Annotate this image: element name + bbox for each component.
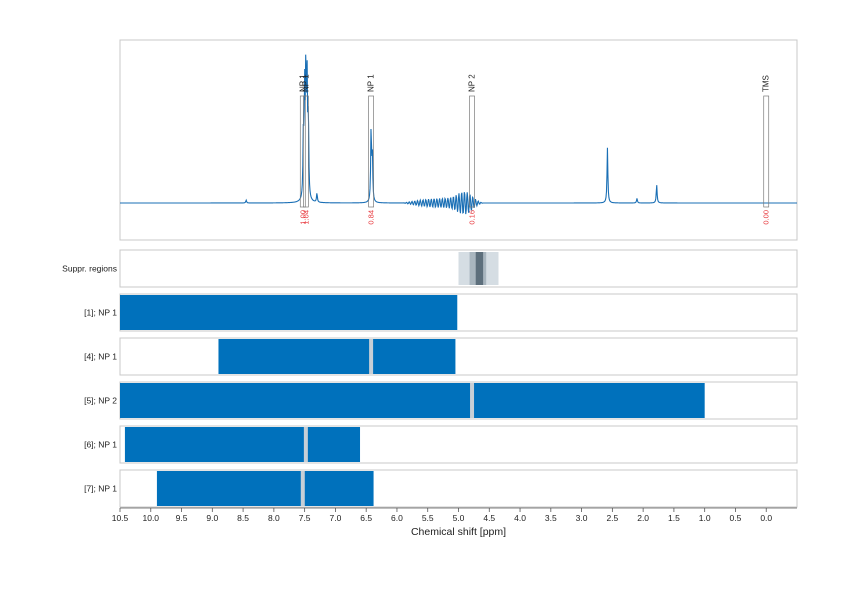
- x-tick-label: 3.0: [576, 513, 588, 523]
- integral-value: 1.00: [298, 210, 307, 225]
- x-axis: 10.5 10.0 9.5 9.0 8.5 8.0 7.5 7.0 6.5 6.0 5.5 5.0 4.…: [112, 507, 797, 538]
- x-tick-label: 10.0: [142, 513, 159, 523]
- x-tick-label: 2.5: [606, 513, 618, 523]
- annotation-label: TMS: [762, 75, 771, 92]
- x-tick-label: 2.0: [637, 513, 649, 523]
- track-label: [1]; NP 1: [84, 308, 117, 318]
- annotation-box: [763, 95, 770, 208]
- x-tick-label: 6.0: [391, 513, 403, 523]
- track-bar: [218, 339, 456, 374]
- peak-annotation: NP 1 1.00: [298, 74, 307, 225]
- x-tick-label: 3.5: [545, 513, 557, 523]
- x-tick-label: 10.5: [112, 513, 129, 523]
- peak-annotation: NP 1 1.04: [301, 74, 310, 225]
- x-tick-label: 4.5: [483, 513, 495, 523]
- spectrum-line: [120, 54, 797, 215]
- shift-marker: [369, 339, 374, 374]
- x-axis-label: Chemical shift [ppm]: [411, 526, 506, 538]
- track-bar: [156, 471, 374, 506]
- suppression-panel: Suppr. regions: [62, 249, 798, 288]
- suppression-track-label: Suppr. regions: [62, 264, 117, 274]
- x-tick-label: 8.5: [237, 513, 249, 523]
- track-label: [7]; NP 1: [84, 484, 117, 494]
- x-tick-label: 5.5: [422, 513, 434, 523]
- x-tick-label: 8.0: [268, 513, 280, 523]
- x-tick-label: 7.5: [299, 513, 311, 523]
- x-tick-label: 5.0: [453, 513, 465, 523]
- track-row: [6]; NP 1: [84, 425, 798, 464]
- track-bar: [124, 427, 361, 462]
- track-label: [4]; NP 1: [84, 352, 117, 362]
- x-tick-label: 1.0: [699, 513, 711, 523]
- track-bar: [120, 295, 458, 330]
- track-row: [4]; NP 1: [84, 337, 798, 376]
- integral-value: 0.16: [468, 210, 477, 225]
- annotation-label: NP 1: [301, 74, 310, 92]
- track-row: [7]; NP 1: [84, 469, 798, 508]
- suppression-region: [475, 252, 484, 285]
- annotation-box: [303, 95, 309, 208]
- x-tick-label: 9.5: [176, 513, 188, 523]
- integral-value: 0.84: [367, 210, 376, 225]
- annotation-box: [299, 95, 306, 208]
- annotation-label: NP 1: [298, 74, 307, 92]
- x-tick-label: 1.5: [668, 513, 680, 523]
- track-bar: [120, 383, 705, 418]
- x-tick-label: 0.0: [760, 513, 772, 523]
- annotation-label: NP 1: [367, 74, 376, 92]
- x-tick-label: 7.0: [329, 513, 341, 523]
- peak-annotation: NP 2 0.16: [468, 74, 477, 225]
- tracks-panel: [1]; NP 1 [4]; NP 1 [5]; NP 2 [6]; NP 1 [7];…: [84, 293, 798, 508]
- peak-annotation: NP 1 0.84: [367, 74, 376, 225]
- shift-marker: [470, 383, 475, 418]
- shift-marker: [303, 427, 308, 462]
- peak-annotation: TMS 0.00: [762, 75, 771, 225]
- track-label: [6]; NP 1: [84, 440, 117, 450]
- integral-value: 0.00: [762, 210, 771, 225]
- annotation-box: [469, 95, 475, 208]
- x-tick-label: 6.5: [360, 513, 372, 523]
- track-label: [5]; NP 2: [84, 396, 117, 406]
- x-tick-label: 0.5: [730, 513, 742, 523]
- x-tick-label: 9.0: [206, 513, 218, 523]
- annotation-box: [368, 95, 374, 208]
- x-tick-label: 4.0: [514, 513, 526, 523]
- track-row: [1]; NP 1: [84, 293, 798, 332]
- spectrum-frame: [119, 39, 798, 241]
- annotation-label: NP 2: [468, 74, 477, 92]
- track-row: [5]; NP 2: [84, 381, 798, 420]
- integral-value: 1.04: [301, 210, 310, 225]
- shift-marker: [300, 471, 305, 506]
